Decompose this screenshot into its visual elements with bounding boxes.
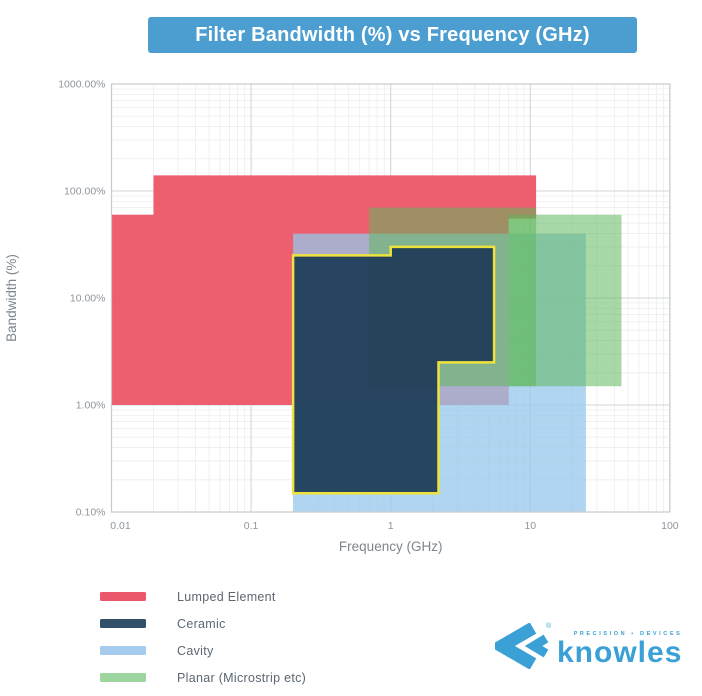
legend-label: Lumped Element (177, 589, 276, 604)
legend-item-4: Planar (Microstrip etc) (100, 664, 306, 691)
chart-title: Filter Bandwidth (%) vs Frequency (GHz) (148, 17, 637, 53)
legend-label: Planar (Microstrip etc) (177, 670, 307, 685)
x-tick-1: 1 (388, 520, 394, 532)
logo-brand: knowles (557, 636, 683, 669)
technology-regions (111, 175, 622, 512)
y-axis-title: Bandwidth (%) (4, 254, 19, 342)
knowles-chevron-icon: ® (489, 622, 552, 670)
plot-border (110, 83, 671, 513)
x-tick-0.01: 0.01 (110, 520, 131, 532)
x-tick-10: 10 (524, 520, 536, 532)
y-tick-1.00%: 1.00% (76, 400, 106, 412)
legend-swatch (100, 592, 146, 601)
legend-item-1: Lumped Element (100, 583, 306, 610)
y-tick-10.00%: 10.00% (70, 293, 106, 305)
region-planar-high (508, 214, 622, 387)
logo-tagline: PRECISION ▪ DEVICES (573, 631, 683, 637)
legend-item-3: Cavity (100, 637, 306, 664)
knowles-logo: ® PRECISION ▪ DEVICES knowles (489, 622, 683, 670)
legend-swatch (100, 619, 146, 628)
legend-swatch (100, 673, 146, 682)
region-ceramic (291, 245, 496, 495)
legend-label: Cavity (177, 643, 214, 658)
x-axis-title: Frequency (GHz) (339, 539, 443, 554)
legend-label: Ceramic (177, 616, 226, 631)
y-tick-1000.00%: 1000.00% (58, 79, 105, 91)
x-tick-100: 100 (661, 520, 679, 532)
axis-tick-labels: 0.10% 1.00% 10.00% 100.00% 1000.00% 0.01 0.1 1 1… (58, 79, 679, 533)
legend-item-2: Ceramic (100, 610, 306, 637)
legend: Lumped Element Ceramic Cavity Planar (Micro… (100, 583, 306, 691)
y-tick-100.00%: 100.00% (64, 186, 105, 198)
y-tick-0.10%: 0.10% (76, 507, 106, 519)
x-tick-0.1: 0.1 (244, 520, 259, 532)
registered-mark: ® (546, 623, 552, 630)
plot-area: 0.10% 1.00% 10.00% 100.00% 1000.00% 0.01 0.1 1 1… (4, 79, 679, 555)
legend-swatch (100, 646, 146, 655)
